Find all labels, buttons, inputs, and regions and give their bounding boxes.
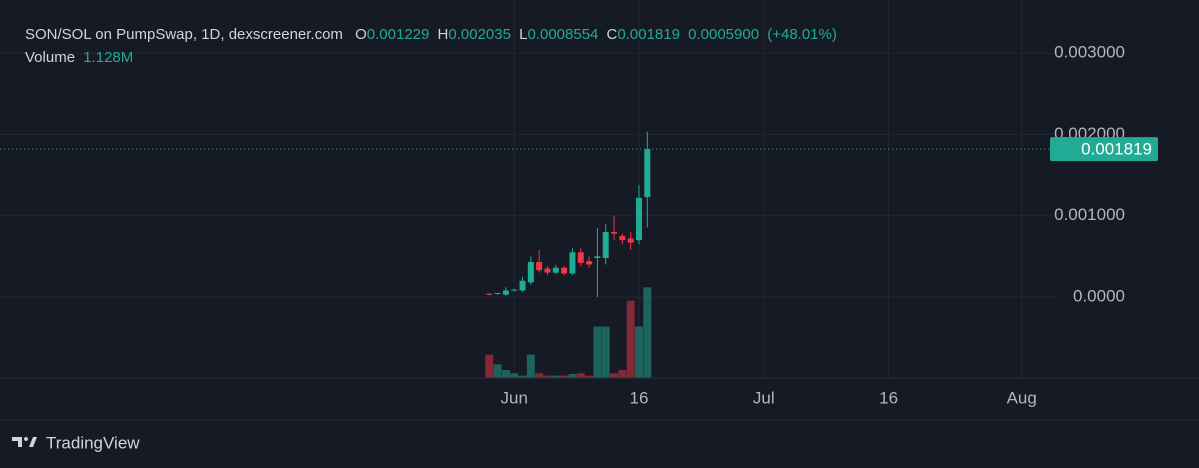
volume-bar xyxy=(510,373,519,378)
candle-body xyxy=(586,261,593,265)
low-value: 0.0008554 xyxy=(527,26,598,43)
brand-logo: TradingView xyxy=(12,433,140,452)
x-tick-label: 16 xyxy=(879,388,898,407)
volume-bar xyxy=(585,375,594,378)
volume-bar xyxy=(543,375,552,378)
volume-bar xyxy=(485,354,494,378)
high-value: 0.002035 xyxy=(448,26,511,43)
volume-bar xyxy=(493,364,502,378)
last-price-label: 0.001819 xyxy=(1081,140,1152,159)
y-tick-label: 0.0000 xyxy=(1073,287,1125,306)
volume-bar xyxy=(551,375,560,378)
volume-bar xyxy=(626,300,635,378)
y-tick-label: 0.001000 xyxy=(1054,205,1125,224)
volume-bar xyxy=(518,375,527,378)
candle-body xyxy=(636,197,642,241)
change-value: 0.0005900 xyxy=(688,26,759,43)
candle-body xyxy=(527,262,534,283)
logo-icon xyxy=(12,437,37,447)
candle-body xyxy=(602,231,609,258)
candle-body xyxy=(644,149,651,198)
marks xyxy=(0,131,1050,378)
volume-value: 1.128M xyxy=(83,49,133,66)
candle-body xyxy=(519,280,526,291)
x-tick-label: Jul xyxy=(753,388,775,407)
candle-body xyxy=(619,236,626,241)
header: SON/SOL on PumpSwap, 1D, dexscreener.com… xyxy=(25,26,837,43)
candle-body xyxy=(627,238,634,243)
x-tick-label: Jun xyxy=(500,388,527,407)
ohlc-label: O xyxy=(355,26,367,43)
volume-bar xyxy=(560,375,569,378)
chart-title: SON/SOL on PumpSwap, 1D, dexscreener.com xyxy=(25,26,343,43)
volume-bar xyxy=(568,373,577,378)
volume-bar xyxy=(526,354,535,378)
x-tick-label: 16 xyxy=(630,388,649,407)
candle-body xyxy=(577,252,584,263)
volume-bar xyxy=(576,373,585,378)
last-price-tag xyxy=(1050,137,1158,162)
volume-bar xyxy=(618,369,627,378)
volume-name: Volume xyxy=(25,49,75,66)
volume-bar xyxy=(501,369,510,378)
candle-body xyxy=(486,293,493,295)
open-value: 0.001229 xyxy=(367,26,430,43)
ohlc-label: L xyxy=(519,26,527,43)
candle-body xyxy=(594,256,601,258)
candle-body xyxy=(494,292,501,294)
candle-body xyxy=(561,267,568,274)
brand-name: TradingView xyxy=(46,433,140,452)
candle-body xyxy=(569,252,576,274)
candle-body xyxy=(552,267,559,273)
volume-bar xyxy=(610,373,619,378)
candle-body xyxy=(502,290,509,295)
candle-body xyxy=(611,231,618,234)
candle-body xyxy=(511,289,518,291)
volume-bar xyxy=(643,287,652,378)
volume-bar xyxy=(535,373,544,378)
x-tick-label: Aug xyxy=(1007,388,1037,407)
candle-body xyxy=(544,268,551,273)
close-value: 0.001819 xyxy=(617,26,680,43)
volume-bar xyxy=(601,326,610,378)
grid xyxy=(0,0,1055,378)
change-pct: (+48.01%) xyxy=(767,26,837,43)
y-tick-label: 0.003000 xyxy=(1054,43,1125,62)
volume-bar xyxy=(635,326,643,378)
ohlc-label: C xyxy=(607,26,618,43)
volume-header: Volume 1.128M xyxy=(25,49,133,66)
ohlc-label: H xyxy=(438,26,449,43)
candle-body xyxy=(536,262,543,271)
volume-bar xyxy=(593,326,602,378)
